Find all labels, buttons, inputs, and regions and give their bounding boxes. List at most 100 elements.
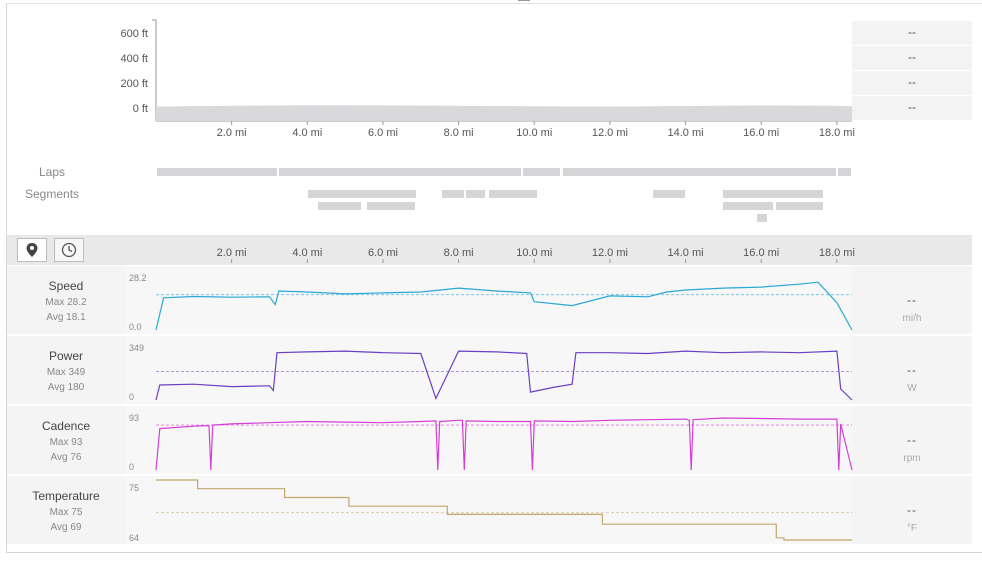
segments-label: Segments bbox=[25, 187, 80, 201]
cadence-label: Cadence bbox=[41, 419, 91, 433]
lap-bar[interactable] bbox=[279, 168, 521, 176]
speed-series-line bbox=[155, 281, 853, 331]
elevation-x-tick-label: 2.0 mi bbox=[217, 127, 247, 139]
cadence-top-label: 93 bbox=[129, 413, 139, 423]
elevation-x-tick-label: 14.0 mi bbox=[668, 127, 704, 139]
elevation-x-tick-label: 12.0 mi bbox=[592, 127, 628, 139]
segment-bar[interactable] bbox=[653, 190, 685, 198]
elevation-value-3: -- bbox=[852, 71, 972, 95]
power-label-cell bbox=[7, 336, 125, 404]
elevation-value-2: -- bbox=[852, 46, 972, 70]
power-top-label: 349 bbox=[129, 343, 144, 353]
toolbar-x-tick-label: 2.0 mi bbox=[217, 247, 247, 259]
cadence-value-cell bbox=[852, 406, 972, 474]
speed-label-cell bbox=[7, 266, 125, 334]
toolbar-x-tick-label: 12.0 mi bbox=[592, 247, 628, 259]
elevation-y-tick-200: 200 ft bbox=[120, 78, 148, 90]
cadence-label-cell bbox=[7, 406, 125, 474]
toolbar-x-tick-label: 16.0 mi bbox=[743, 247, 779, 259]
speed-value-cell bbox=[852, 266, 972, 334]
elevation-profile bbox=[156, 105, 852, 121]
panel-drag-handle[interactable] bbox=[518, 0, 530, 1]
speed-max: Max 28.2 bbox=[45, 297, 87, 308]
toolbar-x-tick-label: 10.0 mi bbox=[516, 247, 552, 259]
elevation-y-tick-400: 400 ft bbox=[120, 53, 148, 65]
elevation-x-tick-label: 16.0 mi bbox=[743, 127, 779, 139]
power-series-line bbox=[155, 350, 853, 401]
toolbar-x-ticks: 2.0 mi 4.0 mi 6.0 mi 8.0 mi 10.0 mi 12.0 mi 14… bbox=[217, 247, 855, 263]
speed-avg: Avg 18.1 bbox=[46, 312, 86, 323]
power-plot-bg bbox=[125, 336, 852, 404]
temperature-max: Max 75 bbox=[49, 507, 83, 518]
temperature-unit: °F bbox=[906, 523, 918, 534]
elevation-value-1: -- bbox=[852, 21, 972, 45]
elevation-x-ticks: 2.0 mi 4.0 mi 6.0 mi 8.0 mi 10.0 mi 12.0 mi 14… bbox=[217, 121, 855, 139]
segment-bar[interactable] bbox=[776, 202, 823, 210]
elevation-x-tick-label: 8.0 mi bbox=[444, 127, 474, 139]
elevation-value-4: -- bbox=[852, 96, 972, 120]
elevation-x-tick-label: 4.0 mi bbox=[292, 127, 322, 139]
toolbar-x-tick-label: 14.0 mi bbox=[668, 247, 704, 259]
time-mode-button[interactable] bbox=[54, 238, 84, 262]
segments-track bbox=[308, 190, 823, 222]
segment-bar[interactable] bbox=[318, 202, 361, 210]
elevation-y-tick-0: 0 ft bbox=[133, 103, 148, 115]
temperature-avg: Avg 69 bbox=[50, 522, 82, 533]
power-value-cell bbox=[852, 336, 972, 404]
speed-chart bbox=[155, 281, 853, 331]
temperature-plot-bg bbox=[125, 476, 852, 544]
power-chart bbox=[155, 350, 853, 401]
segment-bar[interactable] bbox=[723, 190, 823, 198]
temperature-top-label: 75 bbox=[129, 483, 139, 493]
power-avg: Avg 180 bbox=[47, 382, 85, 393]
segment-bar[interactable] bbox=[442, 190, 464, 198]
temperature-label-cell bbox=[7, 476, 125, 544]
temperature-bottom-label: 64 bbox=[129, 533, 139, 543]
lap-bar[interactable] bbox=[523, 168, 560, 176]
toolbar-x-tick-label: 8.0 mi bbox=[444, 247, 474, 259]
speed-top-label: 28.2 bbox=[129, 273, 147, 283]
segment-bar[interactable] bbox=[757, 214, 767, 222]
elevation-area bbox=[156, 105, 852, 121]
elevation-y-tick-600: 600 ft bbox=[120, 28, 148, 40]
power-label: Power bbox=[48, 349, 83, 363]
temperature-label: Temperature bbox=[32, 489, 100, 503]
cadence-bottom-label: 0 bbox=[129, 462, 134, 472]
cadence-plot-bg bbox=[125, 406, 852, 474]
power-max: Max 349 bbox=[46, 367, 86, 378]
elevation-x-tick-label: 10.0 mi bbox=[516, 127, 552, 139]
speed-current-value: -- bbox=[907, 293, 917, 307]
speed-plot-bg bbox=[125, 266, 852, 334]
chart-toolbar-band bbox=[7, 235, 972, 265]
map-pin-icon bbox=[26, 243, 38, 257]
segment-bar[interactable] bbox=[723, 202, 773, 210]
cadence-chart bbox=[155, 417, 853, 471]
location-mode-button[interactable] bbox=[17, 238, 47, 262]
segment-bar[interactable] bbox=[466, 190, 485, 198]
cadence-max: Max 93 bbox=[49, 437, 83, 448]
speed-bottom-label: 0.0 bbox=[129, 322, 142, 332]
power-unit: W bbox=[907, 383, 917, 394]
cadence-avg: Avg 76 bbox=[50, 452, 82, 463]
laps-label: Laps bbox=[39, 165, 66, 179]
temperature-series-line bbox=[156, 479, 852, 541]
cadence-series-line bbox=[155, 417, 853, 471]
temperature-value-cell bbox=[852, 476, 972, 544]
toolbar-x-tick-label: 18.0 mi bbox=[819, 247, 855, 259]
segment-bar[interactable] bbox=[367, 202, 415, 210]
elevation-x-tick-label: 18.0 mi bbox=[819, 127, 855, 139]
toolbar-x-tick-label: 4.0 mi bbox=[292, 247, 322, 259]
cadence-unit: rpm bbox=[903, 453, 921, 464]
speed-label: Speed bbox=[48, 279, 84, 293]
segment-bar[interactable] bbox=[489, 190, 537, 198]
power-current-value: -- bbox=[907, 363, 917, 377]
speed-unit: mi/h bbox=[902, 313, 922, 324]
segment-bar[interactable] bbox=[308, 190, 416, 198]
lap-bar[interactable] bbox=[838, 168, 851, 176]
laps-track bbox=[157, 168, 851, 176]
temperature-chart bbox=[156, 479, 852, 541]
lap-bar[interactable] bbox=[563, 168, 836, 176]
lap-bar[interactable] bbox=[157, 168, 277, 176]
temperature-current-value: -- bbox=[907, 503, 917, 517]
